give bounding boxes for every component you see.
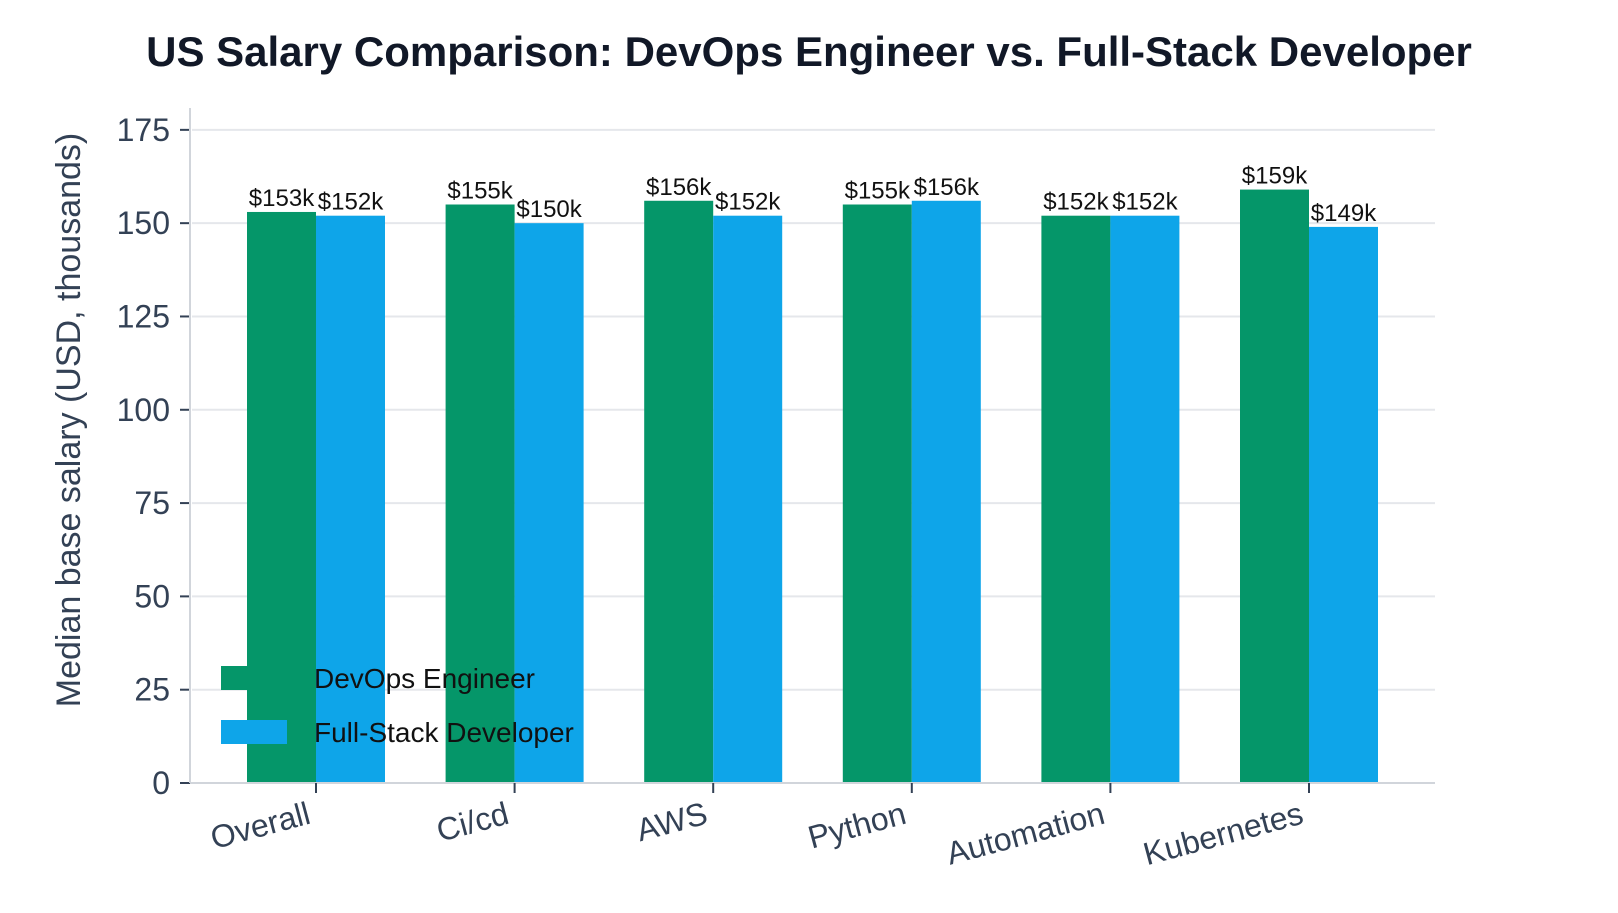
y-tick-label: 25 [134, 672, 170, 708]
y-tick-label: 125 [117, 298, 170, 334]
bar-devops [842, 204, 912, 783]
x-tick-label: AWS [632, 795, 711, 848]
bar-value-label: $156k [646, 174, 712, 201]
data-labels: $153k $152k $155k$150k$156k$152k $155k $156k… [249, 163, 1377, 227]
bar-fullstack [1309, 226, 1378, 783]
legend-swatch-fullstack [221, 720, 287, 744]
bar-value-label: $155k [447, 178, 513, 205]
y-tick-label: 75 [134, 485, 170, 521]
bar-devops [1240, 189, 1309, 783]
bar-value-label: $159k [1242, 163, 1308, 190]
bar-devops [247, 211, 316, 783]
legend-swatch-devops [221, 666, 287, 690]
bar-value-label: $155k [845, 178, 911, 205]
bar-value-label: $152k [318, 189, 384, 216]
bars [247, 189, 1378, 783]
bar-fullstack [1110, 215, 1180, 783]
bar-devops [644, 200, 714, 783]
bar-fullstack [911, 200, 981, 783]
y-tick-label: 175 [117, 112, 170, 148]
x-tick-label: Overall [207, 795, 314, 856]
gridlines [192, 128, 1435, 691]
bar-fullstack [514, 223, 584, 783]
bar-fullstack [316, 215, 385, 783]
y-tick-label: 0 [152, 765, 170, 801]
x-tick-label: Python [804, 795, 910, 856]
bar-value-label: $152k [715, 189, 781, 216]
y-tick-label: 150 [117, 205, 170, 241]
bar-devops [1041, 215, 1111, 783]
bar-value-label: $149k [1311, 200, 1377, 227]
y-tick-label: 50 [134, 578, 170, 614]
bar-devops [445, 204, 515, 783]
x-tick-label: Ci/cd [433, 795, 513, 849]
legend-label-fullstack: Full-Stack Developer [314, 717, 574, 748]
bar-value-label: $150k [516, 196, 582, 223]
legend-label-devops: DevOps Engineer [314, 663, 535, 694]
bar-value-label: $153k [249, 185, 315, 212]
x-tick-label: Automation [943, 795, 1109, 872]
chart-title: US Salary Comparison: DevOps Engineer vs… [146, 28, 1472, 75]
legend: DevOps Engineer Full-Stack Developer [221, 663, 574, 748]
bar-value-label: $156k [914, 174, 980, 201]
bar-fullstack [713, 215, 783, 783]
bar-value-label: $152k [1043, 189, 1109, 216]
bar-value-label: $152k [1112, 189, 1178, 216]
x-tick-label: Kubernetes [1139, 795, 1306, 872]
y-tick-label: 100 [117, 392, 170, 428]
y-axis-label: Median base salary (USD, thousands) [50, 133, 88, 708]
